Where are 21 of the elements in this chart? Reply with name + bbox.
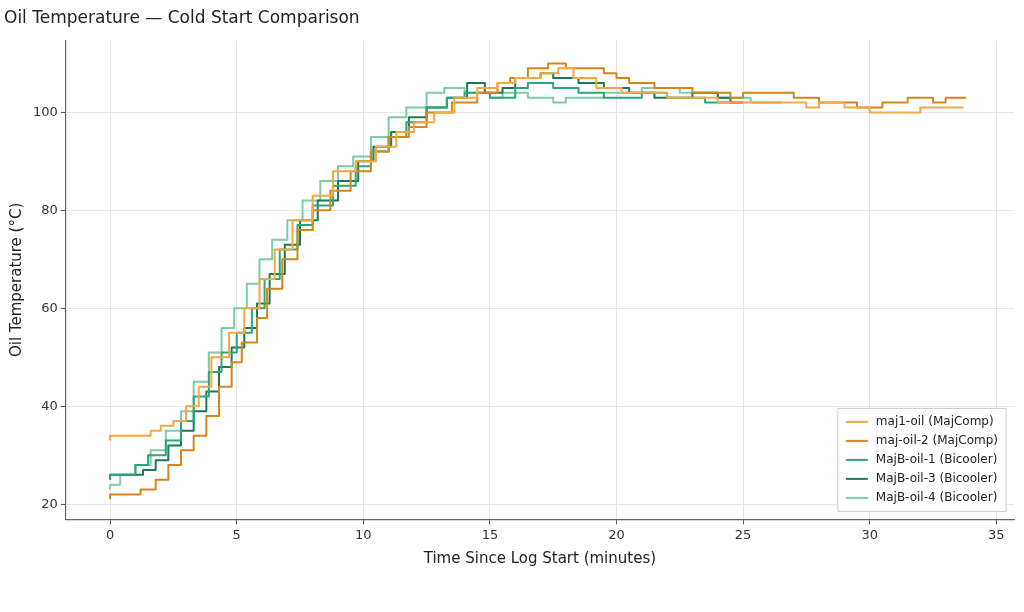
x-tick-label: 25 (734, 526, 752, 542)
y-tick-label: 100 (32, 103, 58, 119)
legend-label: maj1-oil (MajComp) (875, 414, 994, 429)
y-tick-label: 40 (41, 397, 58, 413)
x-tick-label: 0 (105, 526, 115, 542)
legend-label: MajB-oil-3 (Bicooler) (875, 471, 998, 486)
legend-label: maj-oil-2 (MajComp) (875, 433, 999, 448)
chart-title: Oil Temperature — Cold Start Comparison (4, 6, 360, 27)
x-tick-label: 20 (608, 526, 625, 542)
legend-label: MajB-oil-1 (Bicooler) (875, 452, 998, 467)
x-tick-label: 35 (988, 526, 1005, 542)
x-axis-title: Time Since Log Start (minutes) (422, 548, 657, 567)
legend-label: MajB-oil-4 (Bicooler) (875, 490, 998, 505)
y-tick-label: 60 (41, 299, 58, 315)
y-tick-label: 20 (41, 495, 58, 511)
x-tick-label: 10 (355, 526, 372, 542)
x-tick-label: 30 (861, 526, 878, 542)
x-tick-label: 15 (481, 526, 499, 542)
y-axis-title: Oil Temperature (°C) (6, 202, 25, 358)
y-tick-label: 80 (41, 201, 58, 217)
x-tick-label: 5 (232, 526, 241, 542)
